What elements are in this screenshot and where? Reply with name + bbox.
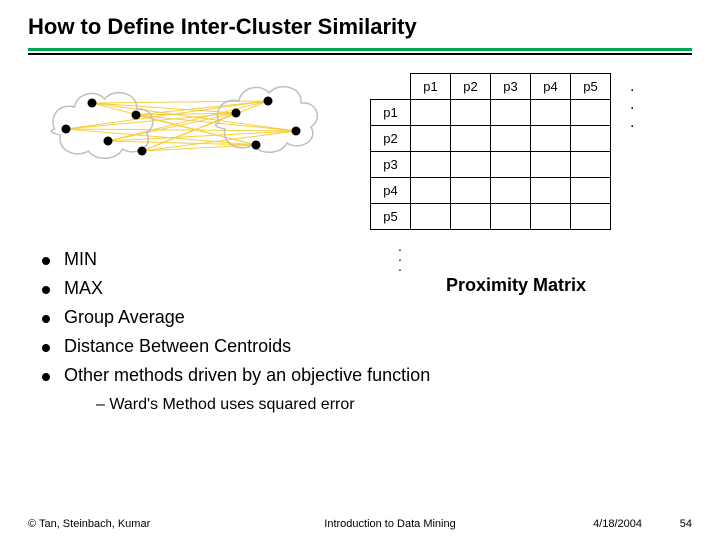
- matrix-cell: [531, 126, 571, 152]
- matrix-cell: [571, 100, 611, 126]
- ellipsis-h: . . .: [630, 78, 638, 132]
- bullet-list: MINMAXGroup AverageDistance Between Cent…: [38, 245, 438, 414]
- matrix-cell: [531, 100, 571, 126]
- matrix-cell: [451, 152, 491, 178]
- slide-footer: © Tan, Steinbach, Kumar Introduction to …: [0, 518, 720, 530]
- matrix-cell: [411, 126, 451, 152]
- matrix-cell: [451, 126, 491, 152]
- matrix-row-header: p2: [371, 126, 411, 152]
- footer-date: 4/18/2004: [552, 518, 642, 530]
- matrix-cell: [491, 126, 531, 152]
- rule-green: [28, 48, 692, 51]
- matrix-row-header: p4: [371, 178, 411, 204]
- matrix-table: p1p2p3p4p5 p1p2p3p4p5: [370, 73, 611, 230]
- matrix-cell: [491, 204, 531, 230]
- sub-bullet: – Ward's Method uses squared error: [38, 390, 438, 414]
- bullet-item: MAX: [38, 274, 438, 303]
- matrix-cell: [491, 152, 531, 178]
- matrix-col-header: p4: [531, 74, 571, 100]
- matrix-cell: [571, 178, 611, 204]
- matrix-cell: [411, 178, 451, 204]
- content-area: p1p2p3p4p5 p1p2p3p4p5 . . . ... Proximit…: [0, 55, 720, 465]
- matrix-row-header: p1: [371, 100, 411, 126]
- matrix-col-header: p2: [451, 74, 491, 100]
- matrix-row-header: p5: [371, 204, 411, 230]
- proximity-matrix: p1p2p3p4p5 p1p2p3p4p5 . . . ... Proximit…: [370, 73, 611, 230]
- matrix-cell: [451, 204, 491, 230]
- footer-copyright: © Tan, Steinbach, Kumar: [28, 518, 228, 530]
- matrix-caption: Proximity Matrix: [446, 275, 586, 296]
- bullet-item: Other methods driven by an objective fun…: [38, 361, 438, 390]
- matrix-cell: [451, 178, 491, 204]
- matrix-cell: [411, 100, 451, 126]
- matrix-cell: [491, 178, 531, 204]
- footer-title: Introduction to Data Mining: [228, 518, 552, 530]
- bullet-item: Distance Between Centroids: [38, 332, 438, 361]
- matrix-col-header: p1: [411, 74, 451, 100]
- matrix-col-header: p5: [571, 74, 611, 100]
- footer-page: 54: [642, 518, 692, 530]
- bullet-item: MIN: [38, 245, 438, 274]
- matrix-row-header: p3: [371, 152, 411, 178]
- matrix-cell: [571, 152, 611, 178]
- matrix-cell: [531, 178, 571, 204]
- matrix-cell: [531, 152, 571, 178]
- matrix-cell: [571, 126, 611, 152]
- matrix-col-header: p3: [491, 74, 531, 100]
- cluster-diagram: [38, 73, 338, 203]
- matrix-cell: [411, 152, 451, 178]
- matrix-cell: [411, 204, 451, 230]
- matrix-cell: [491, 100, 531, 126]
- matrix-cell: [571, 204, 611, 230]
- matrix-cell: [451, 100, 491, 126]
- matrix-cell: [531, 204, 571, 230]
- slide-title: How to Define Inter-Cluster Similarity: [0, 0, 720, 48]
- bullet-item: Group Average: [38, 303, 438, 332]
